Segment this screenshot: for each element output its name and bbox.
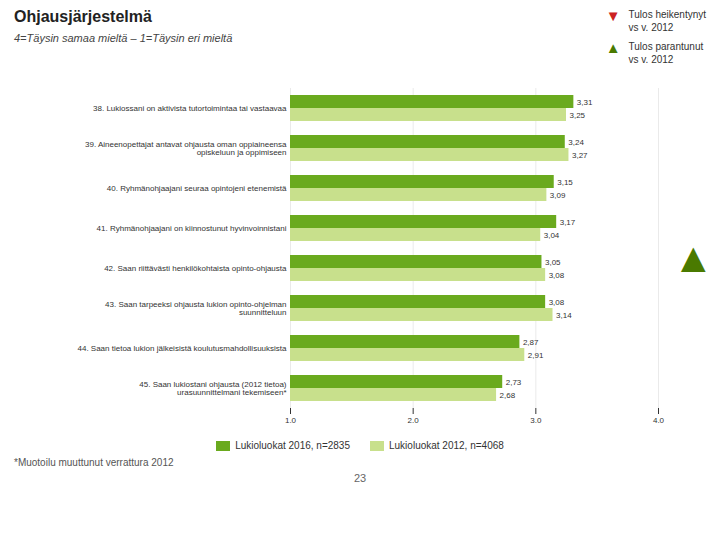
svg-text:2.0: 2.0 [408,416,420,425]
svg-text:3,14: 3,14 [556,311,572,320]
html-text:Tulos parantunut vs v. 2012: Tulos parantunut vs v. 2012 [628,41,704,65]
svg-text:3,09: 3,09 [550,191,566,200]
svg-text:3,05: 3,05 [545,258,561,267]
svg-text:43. Saan tarpeeksi ohjausta lu: 43. Saan tarpeeksi ohjausta lukion opint… [105,300,286,317]
html-text:Lukioluokat 2016, n=2835: Lukioluokat 2016, n=2835 [235,440,350,451]
svg-text:3,04: 3,04 [544,231,560,240]
html-text:23: 23 [353,472,367,485]
svg-text:3,24: 3,24 [568,138,584,147]
html-text:4=Täysin samaa mieltä – 1=Täys: 4=Täysin samaa mieltä – 1=Täysin eri mie… [14,32,233,44]
svg-text:39. Aineenopettajat antavat oh: 39. Aineenopettajat antavat ohjausta oma… [85,140,287,157]
svg-text:3,25: 3,25 [570,111,586,120]
svg-text:4.0: 4.0 [653,416,665,425]
svg-text:3.0: 3.0 [530,416,542,425]
html-text:Tulos heikentynyt vs v. 2012: Tulos heikentynyt vs v. 2012 [628,9,706,33]
html-text:Lukioluokat 2012, n=4068: Lukioluokat 2012, n=4068 [389,440,504,451]
svg-text:3,31: 3,31 [577,98,593,107]
svg-text:45. Saan lukiostani ohjausta (: 45. Saan lukiostani ohjausta (2012 tieto… [139,380,287,397]
svg-text:3,08: 3,08 [549,271,565,280]
svg-text:1.0: 1.0 [285,416,297,425]
svg-text:42. Saan riittävästi henkilöko: 42. Saan riittävästi henkilökohtaista op… [104,264,287,273]
svg-text:3,17: 3,17 [560,218,576,227]
svg-text:2,73: 2,73 [506,378,522,387]
svg-text:38. Lukiossani on aktivista tu: 38. Lukiossani on aktivista tutortoimint… [93,104,287,113]
svg-text:2,91: 2,91 [528,351,544,360]
svg-text:3,15: 3,15 [557,178,573,187]
svg-text:3,08: 3,08 [549,298,565,307]
svg-text:41. Ryhmänohjaajani on kiinnos: 41. Ryhmänohjaajani on kiinnostunut hyvi… [97,224,287,233]
svg-text:2,68: 2,68 [500,391,516,400]
svg-text:2,87: 2,87 [523,338,539,347]
html-text:*Muotoilu muuttunut verrattura: *Muotoilu muuttunut verrattura 2012 [14,457,174,469]
html-text:Ohjausjärjestelmä: Ohjausjärjestelmä [14,8,152,25]
svg-text:44. Saan tietoa lukion jälkeis: 44. Saan tietoa lukion jälkeisistä koulu… [77,344,287,353]
svg-text:3,27: 3,27 [572,151,588,160]
svg-text:40. Ryhmänohjaajani seuraa opi: 40. Ryhmänohjaajani seuraa opintojeni et… [107,184,287,193]
